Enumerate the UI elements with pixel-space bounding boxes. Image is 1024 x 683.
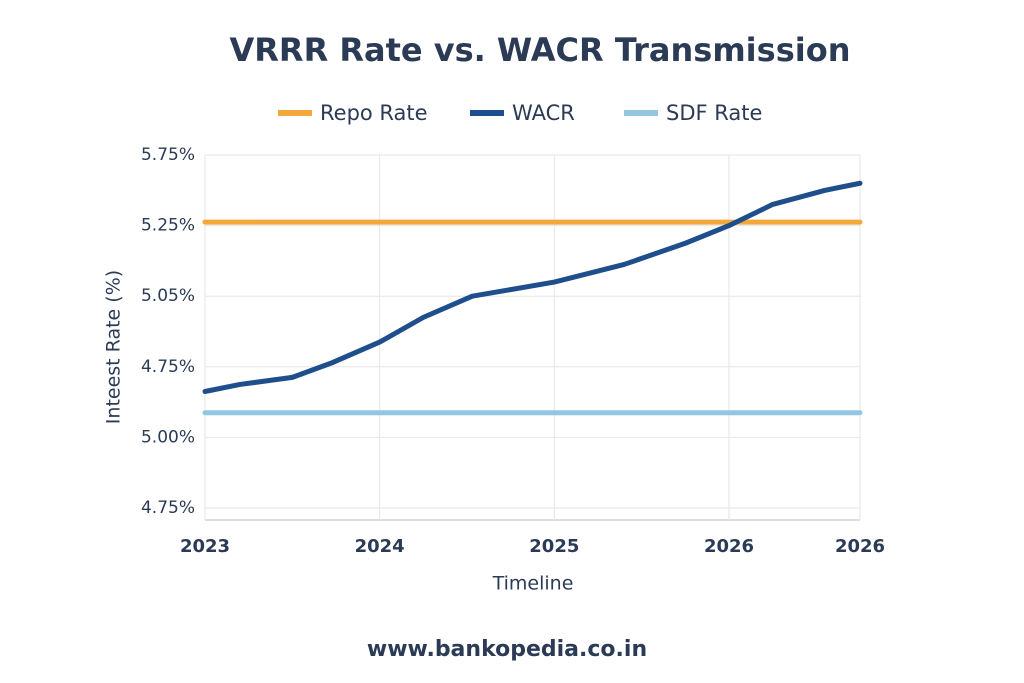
y-tick-label: 4.75% bbox=[141, 357, 195, 377]
y-tick-label: 5.25% bbox=[141, 216, 195, 236]
y-tick-label: 5.75% bbox=[141, 145, 195, 165]
x-tick-label: 2026 bbox=[835, 536, 885, 557]
footer: www.bankopedia.co.in bbox=[367, 637, 647, 662]
y-tick-label: 5.05% bbox=[141, 286, 195, 306]
legend-label: SDF Rate bbox=[666, 101, 762, 125]
line-series bbox=[202, 180, 863, 395]
x-axis-label: Timeline bbox=[492, 573, 574, 595]
x-tick-label: 2024 bbox=[355, 536, 405, 557]
chart-title: VRRR Rate vs. WACR Transmission bbox=[230, 31, 851, 69]
y-tick-label: 5.00% bbox=[141, 427, 195, 447]
x-tick-label: 2023 bbox=[180, 536, 230, 557]
legend-label: Repo Rate bbox=[320, 101, 428, 125]
x-tick-label: 2025 bbox=[529, 536, 579, 557]
legend-label: WACR bbox=[512, 101, 575, 125]
y-tick-label: 4.75% bbox=[141, 498, 195, 518]
y-axis-label: Inteest Rate (%) bbox=[103, 270, 125, 424]
x-tick-label: 2026 bbox=[704, 536, 754, 557]
